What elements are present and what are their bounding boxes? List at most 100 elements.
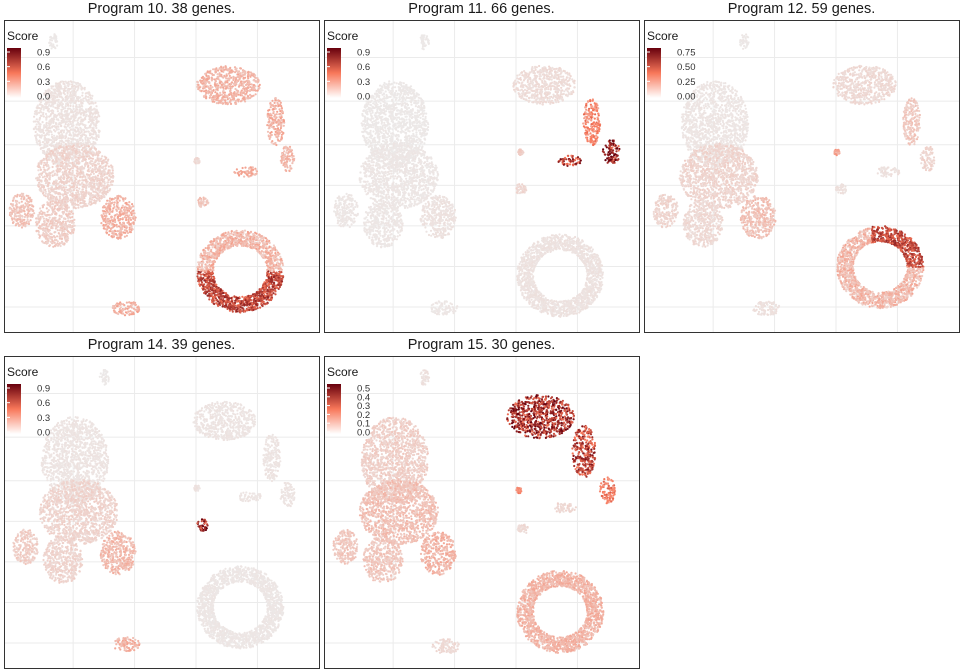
data-point: [124, 210, 126, 212]
data-point: [223, 75, 225, 77]
data-point: [97, 190, 99, 192]
data-point: [98, 134, 100, 136]
data-point: [102, 166, 104, 168]
data-point: [94, 142, 96, 144]
data-point: [87, 181, 89, 183]
data-point: [64, 125, 66, 127]
data-point: [75, 156, 77, 158]
data-point: [44, 175, 46, 177]
data-point: [67, 168, 69, 170]
data-point: [122, 217, 124, 219]
data-point: [77, 190, 79, 192]
data-point: [75, 109, 77, 111]
data-point: [38, 186, 40, 188]
data-point: [10, 215, 12, 217]
data-point: [81, 199, 83, 201]
data-point: [58, 186, 60, 188]
data-point: [62, 171, 64, 173]
data-point: [58, 93, 60, 95]
data-point: [20, 198, 22, 200]
data-point: [49, 222, 51, 224]
data-point: [120, 196, 122, 198]
data-point: [66, 196, 68, 198]
data-point: [54, 188, 56, 190]
data-point: [124, 197, 126, 199]
data-point: [274, 106, 276, 108]
data-point: [68, 96, 70, 98]
data-point: [38, 162, 40, 164]
data-point: [37, 105, 39, 107]
data-point: [45, 191, 47, 193]
data-point: [243, 70, 245, 72]
data-point: [105, 164, 107, 166]
data-point: [211, 292, 213, 294]
data-point: [208, 76, 210, 78]
data-point: [254, 76, 256, 78]
data-point: [52, 43, 54, 45]
data-point: [273, 108, 275, 110]
data-point: [43, 166, 45, 168]
data-point: [247, 97, 249, 99]
data-point: [106, 232, 108, 234]
data-point: [42, 211, 44, 213]
data-point: [120, 210, 122, 212]
data-point: [77, 133, 79, 135]
data-point: [59, 200, 61, 202]
data-point: [60, 115, 62, 117]
data-point: [60, 130, 62, 132]
data-point: [217, 86, 219, 88]
data-point: [254, 168, 256, 170]
data-point: [268, 134, 270, 136]
data-point: [30, 208, 32, 210]
data-point: [118, 225, 120, 227]
data-point: [79, 142, 81, 144]
data-point: [242, 81, 244, 83]
data-point: [283, 158, 285, 160]
data-point: [65, 100, 67, 102]
data-point: [125, 214, 127, 216]
data-point: [27, 206, 29, 208]
data-point: [63, 152, 65, 154]
data-point: [119, 200, 121, 202]
data-point: [51, 98, 53, 100]
data-point: [54, 192, 56, 194]
data-point: [38, 218, 40, 220]
data-point: [280, 138, 282, 140]
data-point: [18, 215, 20, 217]
data-point: [48, 104, 50, 106]
data-point: [29, 213, 31, 215]
data-point: [86, 110, 88, 112]
data-point: [68, 159, 70, 161]
data-point: [100, 185, 102, 187]
data-point: [66, 207, 68, 209]
data-point: [68, 81, 70, 83]
data-point: [58, 128, 60, 130]
data-point: [88, 110, 90, 112]
data-point: [130, 212, 132, 214]
data-point: [255, 80, 257, 82]
data-point: [16, 220, 18, 222]
data-point: [26, 209, 28, 211]
data-point: [292, 158, 294, 160]
data-point: [73, 222, 75, 224]
data-point: [106, 182, 108, 184]
data-point: [42, 147, 44, 149]
data-point: [211, 86, 213, 88]
data-point: [59, 145, 61, 147]
data-point: [47, 225, 49, 227]
data-point: [51, 47, 53, 49]
data-point: [53, 89, 55, 91]
data-point: [12, 198, 14, 200]
data-point: [230, 103, 232, 105]
data-point: [280, 126, 282, 128]
data-point: [52, 198, 54, 200]
data-point: [58, 232, 60, 234]
data-point: [66, 215, 68, 217]
data-point: [291, 154, 293, 156]
data-point: [49, 172, 51, 174]
data-point: [69, 118, 71, 120]
data-point: [76, 139, 78, 141]
data-point: [197, 273, 199, 275]
data-point: [90, 160, 92, 162]
data-point: [117, 208, 119, 210]
